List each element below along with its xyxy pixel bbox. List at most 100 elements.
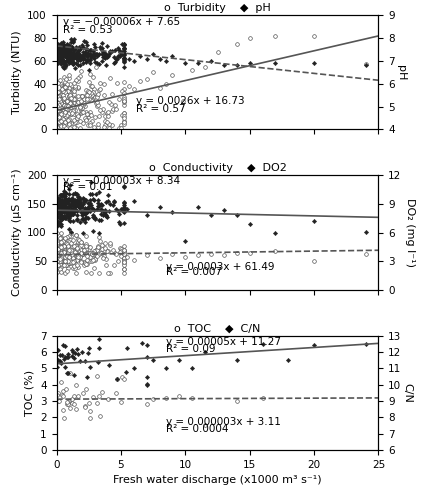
Point	[79, 250, 86, 258]
Point	[63, 53, 70, 61]
Point	[120, 78, 127, 86]
Point	[57, 212, 64, 220]
Point	[56, 208, 62, 216]
Point	[59, 203, 66, 211]
Point	[72, 231, 79, 239]
Point	[82, 114, 89, 122]
Point	[55, 56, 62, 64]
Point	[63, 88, 70, 96]
Point	[69, 208, 76, 216]
Point	[361, 228, 368, 235]
Point	[54, 108, 61, 116]
Point	[65, 58, 72, 66]
Point	[66, 252, 73, 260]
Point	[70, 50, 77, 58]
Point	[60, 246, 67, 254]
Point	[58, 90, 65, 98]
Point	[83, 92, 90, 100]
Point	[58, 86, 65, 94]
Point	[75, 203, 82, 211]
Point	[118, 120, 125, 128]
Point	[57, 110, 64, 118]
Point	[59, 208, 66, 216]
Point	[63, 198, 70, 206]
Point	[60, 354, 67, 362]
Point	[72, 64, 79, 72]
Point	[57, 256, 64, 264]
Point	[82, 215, 89, 223]
Point	[117, 124, 124, 132]
Point	[56, 202, 62, 209]
Point	[60, 48, 67, 56]
Point	[103, 50, 110, 58]
Point	[54, 59, 61, 67]
Point	[66, 80, 73, 88]
Point	[69, 105, 76, 113]
Point	[233, 356, 240, 364]
Point	[246, 59, 253, 67]
Point	[63, 242, 70, 250]
Point	[58, 204, 65, 212]
Point	[82, 206, 89, 214]
Point	[71, 262, 78, 270]
Point	[53, 356, 60, 364]
Point	[73, 210, 80, 218]
Point	[143, 352, 150, 360]
Point	[68, 395, 75, 403]
Point	[84, 198, 91, 206]
Y-axis label: C/N: C/N	[401, 383, 411, 402]
Point	[284, 356, 291, 364]
Point	[63, 100, 70, 108]
Point	[62, 240, 69, 248]
Point	[68, 51, 75, 59]
Point	[82, 45, 89, 53]
Point	[194, 202, 201, 210]
Point	[58, 192, 65, 200]
Point	[54, 104, 61, 112]
Point	[138, 339, 145, 347]
Point	[116, 248, 123, 256]
Point	[59, 205, 66, 213]
Point	[79, 215, 86, 223]
Point	[79, 228, 86, 236]
Point	[82, 58, 89, 66]
Point	[68, 94, 75, 102]
Point	[95, 196, 102, 203]
Point	[56, 207, 63, 215]
Point	[56, 244, 63, 252]
Point	[56, 191, 63, 199]
Point	[77, 55, 84, 63]
Point	[66, 196, 72, 203]
Point	[101, 244, 108, 252]
Point	[56, 196, 63, 204]
Point	[95, 202, 102, 209]
Point	[67, 229, 74, 237]
Point	[85, 204, 92, 212]
Point	[120, 98, 127, 106]
Point	[70, 46, 77, 54]
Point	[74, 118, 81, 126]
Point	[69, 210, 76, 218]
Point	[72, 58, 79, 66]
Point	[53, 201, 60, 209]
Point	[61, 83, 68, 91]
Point	[72, 44, 79, 52]
Point	[67, 252, 74, 260]
Point	[66, 43, 72, 51]
Point	[60, 248, 67, 256]
Point	[65, 248, 72, 256]
Point	[72, 198, 79, 206]
Y-axis label: TOC (%): TOC (%)	[25, 370, 35, 416]
Point	[89, 256, 96, 264]
Point	[92, 93, 99, 101]
Y-axis label: DO₂ (mg l⁻¹): DO₂ (mg l⁻¹)	[404, 198, 414, 267]
Point	[82, 51, 89, 59]
Point	[97, 205, 104, 213]
Point	[120, 208, 127, 216]
Point	[66, 216, 73, 224]
Point	[57, 198, 64, 206]
Point	[76, 52, 82, 60]
Point	[63, 196, 70, 204]
Point	[120, 256, 127, 264]
Point	[76, 252, 83, 260]
